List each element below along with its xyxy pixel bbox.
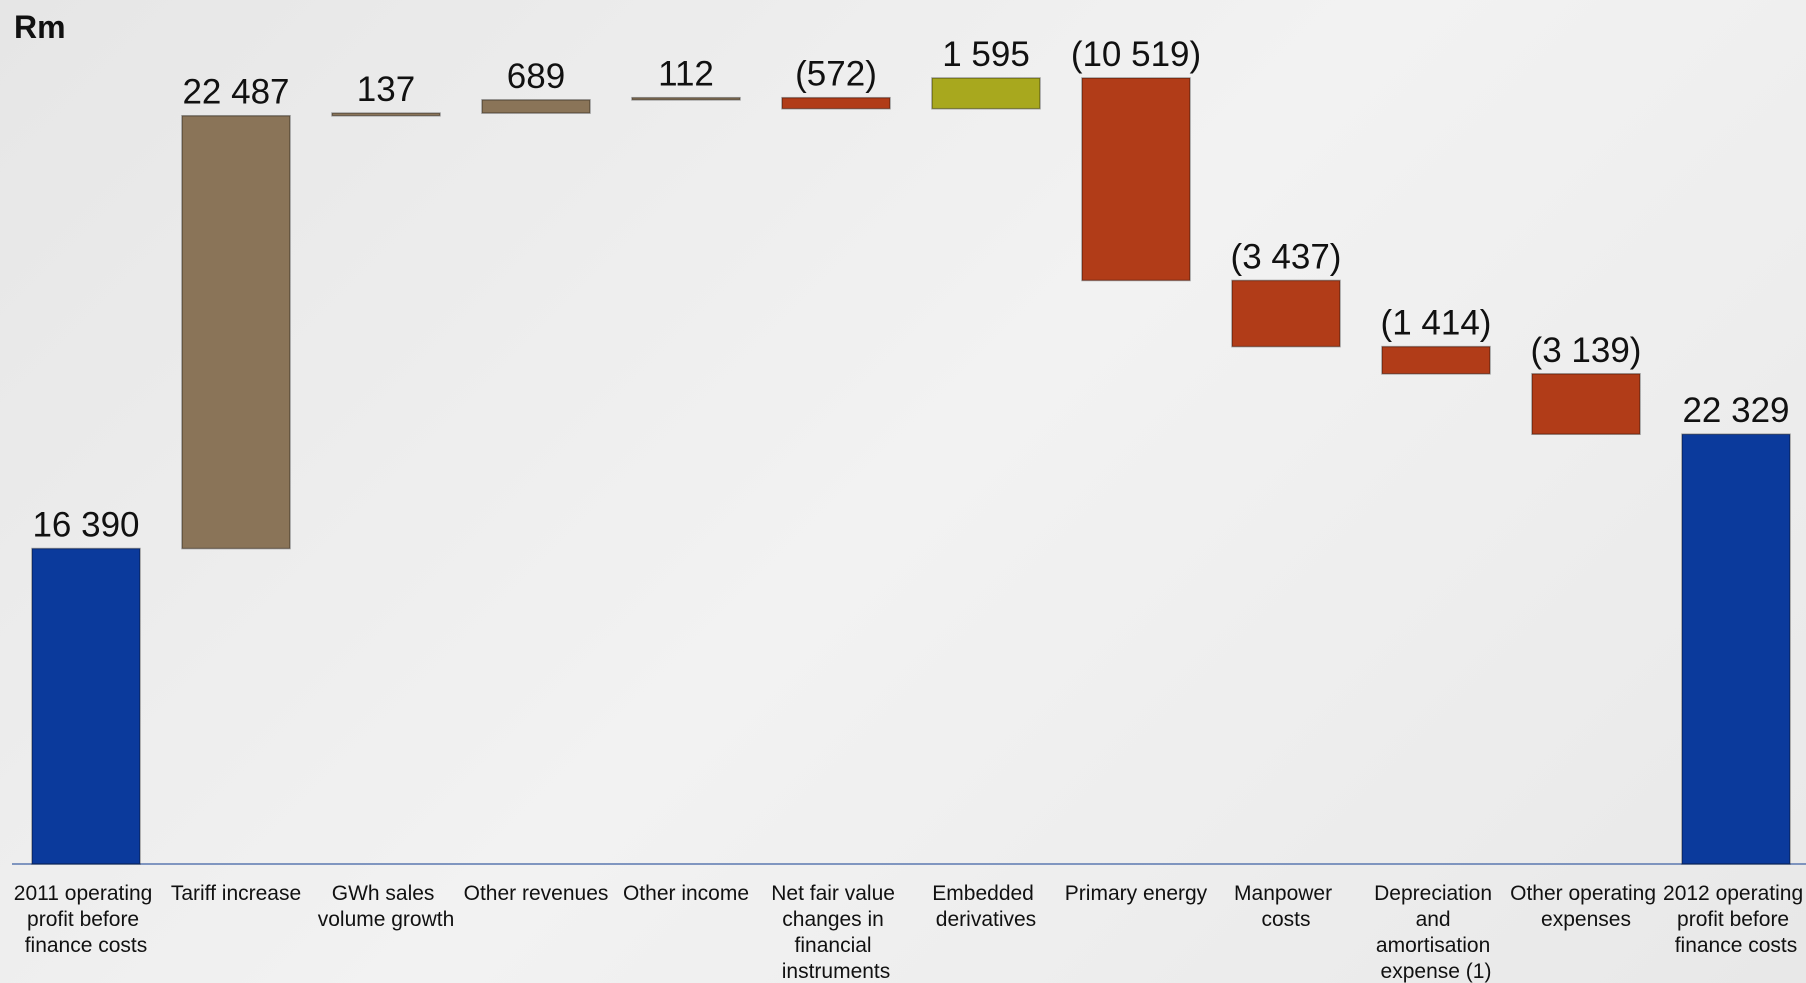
bar <box>1381 345 1491 375</box>
value-label: 689 <box>507 57 565 96</box>
value-label: (3 437) <box>1231 237 1342 276</box>
x-tick-label: Other income <box>623 882 749 905</box>
label-line: Primary energy <box>1065 882 1208 905</box>
label-line: GWh sales <box>332 882 441 905</box>
bar <box>181 114 291 550</box>
label-line: profit before <box>1677 908 1795 931</box>
bar <box>1231 279 1341 348</box>
x-tick-label: Net fair value changes in financial inst… <box>771 882 901 983</box>
label-line: Other operating <box>1510 882 1662 905</box>
bar <box>1681 433 1791 865</box>
x-tick-label: 2012 operating profit before finance cos… <box>1663 882 1806 957</box>
bar <box>31 547 141 865</box>
chart-title: Rm <box>14 9 66 45</box>
bar <box>781 96 891 110</box>
value-label: 1 595 <box>942 35 1030 74</box>
value-label: (3 139) <box>1531 331 1642 370</box>
x-tick-label: Depreciation and amortisation expense (1… <box>1374 882 1498 983</box>
label-line: finance costs <box>25 934 148 957</box>
x-tick-label: GWh sales volume growth <box>318 882 455 931</box>
value-label: 22 487 <box>182 73 289 112</box>
label-line: Tariff increase <box>171 882 301 905</box>
label-line: instruments <box>782 960 891 983</box>
x-tick-label: Embedded derivatives <box>932 882 1039 931</box>
value-label: 112 <box>658 55 714 94</box>
label-line: changes in <box>782 908 889 931</box>
label-line: volume growth <box>318 908 455 931</box>
label-line: amortisation <box>1376 934 1496 957</box>
label-line: Other revenues <box>464 882 609 905</box>
value-label: 137 <box>357 70 415 109</box>
value-label: 22 329 <box>1682 391 1789 430</box>
label-line: and <box>1416 908 1457 931</box>
label-line: profit before <box>27 908 145 931</box>
label-line: Other income <box>623 882 749 905</box>
label-line: financial <box>795 934 878 957</box>
bar <box>1081 77 1191 282</box>
value-label: 16 390 <box>32 506 139 545</box>
value-label: (572) <box>795 55 877 94</box>
value-label: (1 414) <box>1381 304 1492 343</box>
x-tick-label: Tariff increase <box>171 882 301 905</box>
value-label: (10 519) <box>1071 35 1201 74</box>
x-tick-label: Other operating expenses <box>1510 882 1662 931</box>
label-line: derivatives <box>936 908 1036 931</box>
x-tick-label: Manpower costs <box>1234 882 1338 931</box>
bar <box>331 112 441 117</box>
label-line: costs <box>1261 908 1310 931</box>
bar <box>481 99 591 114</box>
label-line: finance costs <box>1675 934 1798 957</box>
label-line: Manpower <box>1234 882 1338 905</box>
x-tick-label: Other revenues <box>464 882 609 905</box>
label-line: Net fair value <box>771 882 901 905</box>
label-line: Depreciation <box>1374 882 1498 905</box>
label-line: expenses <box>1541 908 1631 931</box>
bar <box>931 77 1041 110</box>
label-line: expense (1) <box>1381 960 1492 983</box>
bar <box>631 96 741 101</box>
label-line: 2011 operating <box>14 882 158 905</box>
x-tick-label: Primary energy <box>1065 882 1208 905</box>
x-tick-label: 2011 operating profit before finance cos… <box>14 882 158 957</box>
label-line: Embedded <box>932 882 1039 905</box>
bar <box>1531 373 1641 435</box>
label-line: 2012 operating <box>1663 882 1806 905</box>
